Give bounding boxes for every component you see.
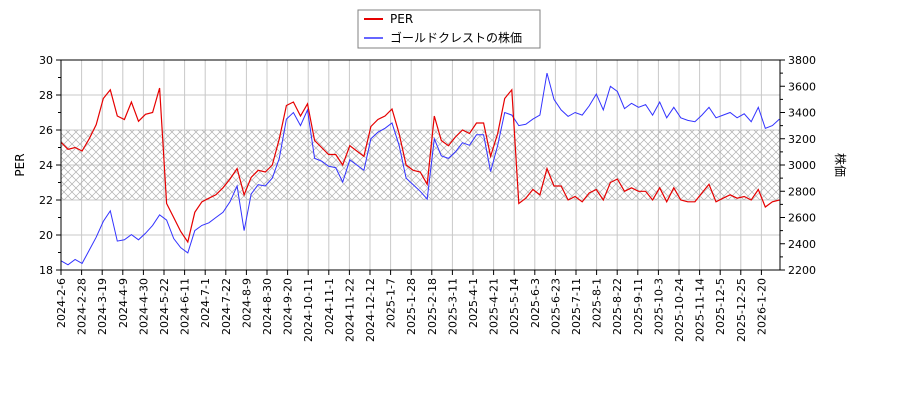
right-tick-label: 2800 xyxy=(788,185,816,198)
x-tick-label: 2025-8-22 xyxy=(611,278,624,335)
legend-per-label: PER xyxy=(390,12,413,26)
x-tick-label: 2025-4-21 xyxy=(488,278,501,335)
x-tick-label: 2024-3-19 xyxy=(96,278,109,335)
reference-band xyxy=(61,130,780,200)
x-tick-label: 2025-4-1 xyxy=(467,278,480,328)
x-tick-label: 2025-12-25 xyxy=(735,278,748,342)
right-tick-label: 2400 xyxy=(788,238,816,251)
x-tick-label: 2024-7-22 xyxy=(220,278,233,335)
left-tick-label: 24 xyxy=(39,159,53,172)
x-tick-label: 2024-5-22 xyxy=(158,278,171,335)
right-tick-label: 3600 xyxy=(788,80,816,93)
left-tick-label: 20 xyxy=(39,229,53,242)
legend-price-label: ゴールドクレストの株価 xyxy=(390,30,522,45)
left-axis-title: PER xyxy=(13,153,27,176)
right-y-axis: 2200 2400 2600 2800 3000 3200 3400 3600 3800 xyxy=(780,54,816,277)
x-tick-label: 2025-5-14 xyxy=(508,278,521,335)
x-tick-label: 2025-12-5 xyxy=(714,278,727,335)
x-tick-label: 2025-9-11 xyxy=(632,278,645,335)
x-tick-label: 2024-12-12 xyxy=(364,278,377,342)
x-axis: 2024-2-6 2024-2-28 2024-3-19 2024-4-9 2024-4… xyxy=(55,270,768,342)
per-line xyxy=(61,87,780,244)
left-tick-label: 18 xyxy=(39,264,53,277)
x-tick-label: 2025-3-11 xyxy=(446,278,459,335)
right-axis-title: 株価 xyxy=(833,153,848,177)
x-tick-label: 2024-9-20 xyxy=(282,278,295,335)
x-tick-label: 2024-4-9 xyxy=(117,278,130,328)
legend: PER ゴールドクレストの株価 xyxy=(357,9,541,49)
x-tick-label: 2026-1-20 xyxy=(755,278,768,335)
x-tick-label: 2025-6-3 xyxy=(529,278,542,328)
x-tick-label: 2024-8-30 xyxy=(261,278,274,335)
x-tick-label: 2025-10-3 xyxy=(652,278,665,335)
right-tick-label: 3800 xyxy=(788,54,816,67)
left-tick-label: 22 xyxy=(39,194,53,207)
x-tick-label: 2024-10-11 xyxy=(302,278,315,342)
left-tick-label: 28 xyxy=(39,89,53,102)
right-tick-label: 3000 xyxy=(788,159,816,172)
right-tick-label: 2600 xyxy=(788,212,816,225)
right-tick-label: 3400 xyxy=(788,107,816,120)
left-tick-label: 30 xyxy=(39,54,53,67)
x-tick-label: 2024-11-22 xyxy=(343,278,356,342)
x-tick-label: 2024-11-1 xyxy=(323,278,336,335)
left-y-axis: 18 20 22 24 26 28 30 xyxy=(39,54,61,277)
x-tick-label: 2024-2-6 xyxy=(55,278,68,328)
x-tick-label: 2025-1-7 xyxy=(385,278,398,328)
right-tick-label: 2200 xyxy=(788,264,816,277)
x-tick-label: 2025-8-1 xyxy=(591,278,604,328)
x-tick-label: 2024-4-30 xyxy=(137,278,150,335)
x-tick-label: 2024-8-9 xyxy=(240,278,253,328)
price-line xyxy=(61,72,780,266)
right-tick-label: 3200 xyxy=(788,133,816,146)
legend-box xyxy=(357,9,541,49)
x-tick-label: 2024-7-1 xyxy=(199,278,212,328)
x-tick-label: 2024-2-28 xyxy=(76,278,89,335)
left-tick-label: 26 xyxy=(39,124,53,137)
x-tick-label: 2025-6-23 xyxy=(549,278,562,335)
x-tick-label: 2024-6-11 xyxy=(179,278,192,335)
x-tick-label: 2025-7-11 xyxy=(570,278,583,335)
x-tick-label: 2025-1-28 xyxy=(405,278,418,335)
x-tick-label: 2025-11-14 xyxy=(694,278,707,342)
x-tick-label: 2025-10-24 xyxy=(673,278,686,342)
x-tick-label: 2025-2-18 xyxy=(426,278,439,335)
